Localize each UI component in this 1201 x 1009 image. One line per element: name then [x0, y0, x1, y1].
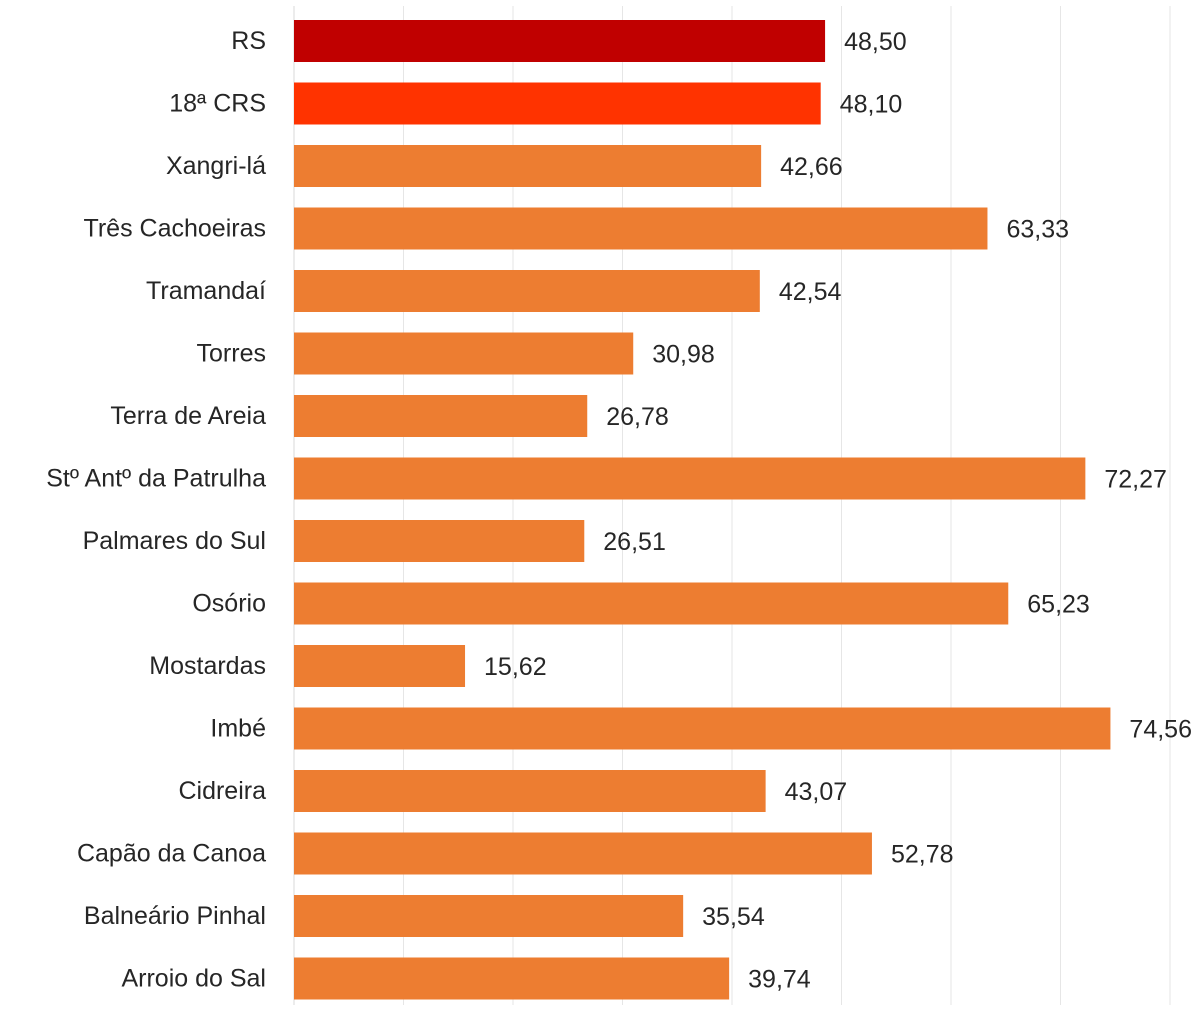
data-label: 63,33 [1006, 216, 1069, 244]
bar [294, 82, 821, 125]
bar [294, 395, 588, 437]
bar [294, 457, 1086, 500]
category-label: Cidreira [178, 777, 266, 805]
category-label: RS [231, 27, 266, 55]
bar [294, 270, 760, 312]
category-label: Terra de Areia [110, 402, 266, 430]
category-label: Três Cachoeiras [84, 215, 266, 243]
bar [294, 582, 1009, 625]
bar [294, 957, 730, 1000]
data-label: 72,27 [1104, 466, 1167, 494]
data-label: 52,78 [891, 841, 954, 869]
data-label: 15,62 [484, 653, 547, 681]
bar [294, 332, 634, 375]
category-label: Mostardas [149, 652, 266, 680]
data-label: 35,54 [702, 903, 765, 931]
category-label: Imbé [210, 715, 266, 743]
category-label: Osório [192, 590, 266, 618]
data-label: 74,56 [1129, 716, 1192, 744]
data-label: 42,54 [779, 278, 842, 306]
bar [294, 20, 826, 62]
data-label: 65,23 [1027, 591, 1090, 619]
value-labels: 48,50 48,10 42,66 63,33 42,54 30,98 26,78 72,27… [484, 28, 1192, 994]
data-label: 42,66 [780, 153, 843, 181]
category-label: Stº Antº da Patrulha [46, 465, 266, 493]
data-label: 26,78 [606, 403, 669, 431]
data-label: 48,10 [840, 91, 903, 119]
data-label: 30,98 [652, 341, 715, 369]
data-label: 43,07 [785, 778, 848, 806]
category-label: Palmares do Sul [83, 527, 266, 555]
data-label: 48,50 [844, 28, 907, 56]
category-label: Torres [197, 340, 266, 368]
category-label: Arroio do Sal [121, 965, 266, 993]
bar [294, 645, 466, 687]
bar [294, 707, 1111, 750]
bar [294, 770, 766, 812]
data-label: 39,74 [748, 966, 811, 994]
bar [294, 145, 762, 187]
category-label: Balneário Pinhal [84, 902, 266, 930]
bar [294, 895, 684, 937]
bar [294, 832, 872, 875]
category-label: Tramandaí [146, 277, 266, 305]
bar [294, 520, 585, 562]
bars [294, 20, 1111, 1000]
category-label: Capão da Canoa [77, 840, 266, 868]
data-label: 26,51 [603, 528, 666, 556]
category-label: 18ª CRS [169, 90, 266, 118]
bar [294, 207, 988, 250]
category-labels: RS 18ª CRS Xangri-lá Três Cachoeiras Tramand… [46, 27, 266, 993]
category-label: Xangri-lá [166, 152, 266, 180]
